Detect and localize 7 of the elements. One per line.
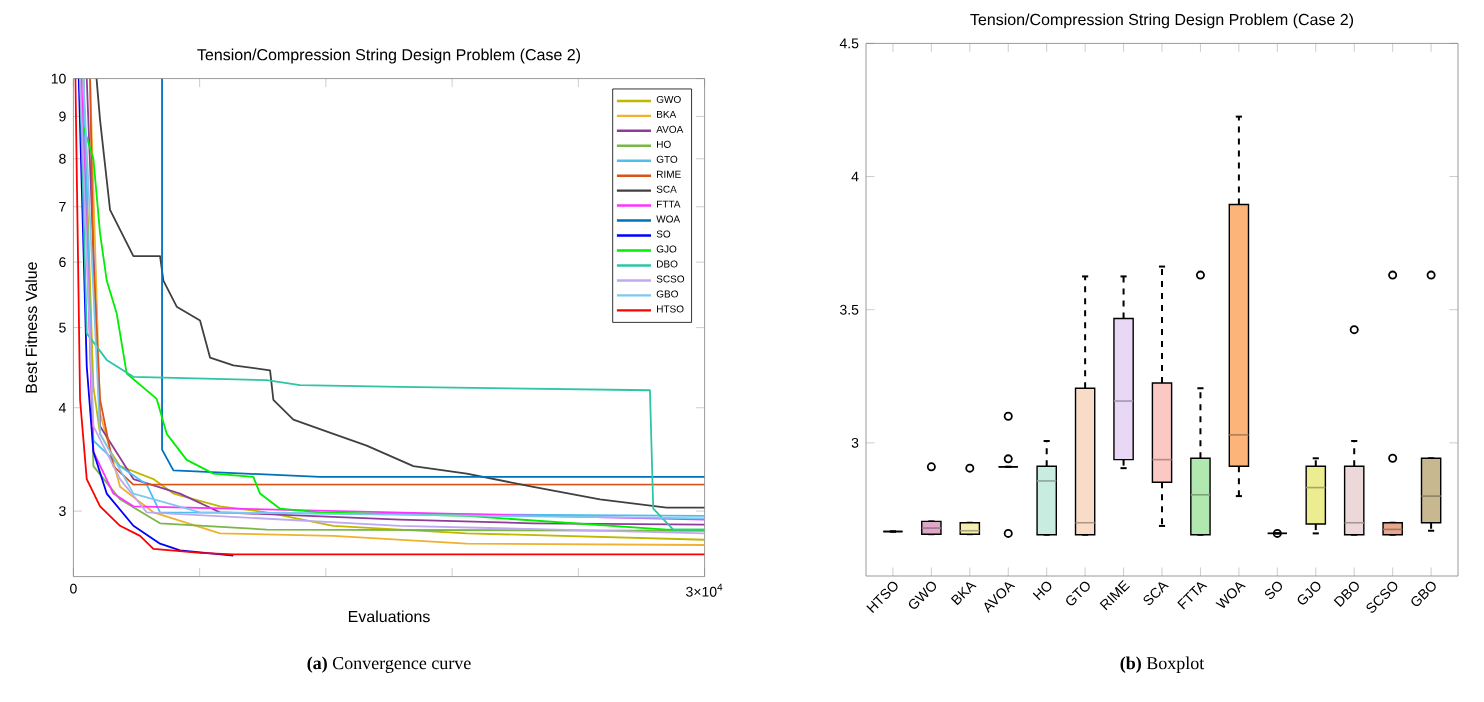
x-axis-title: Evaluations (348, 610, 430, 623)
chart-title: Tension/Compression String Design Problem (Case 2) (197, 48, 581, 64)
text: (b) Boxplot (1120, 656, 1205, 673)
line-series (77, 78, 235, 557)
chart-title: Tension/Compression String Design Problem (Case 2) (970, 13, 1354, 29)
text: (a) Convergence curve (307, 656, 471, 673)
y-axis-title: Best Fitness Value (25, 262, 38, 393)
